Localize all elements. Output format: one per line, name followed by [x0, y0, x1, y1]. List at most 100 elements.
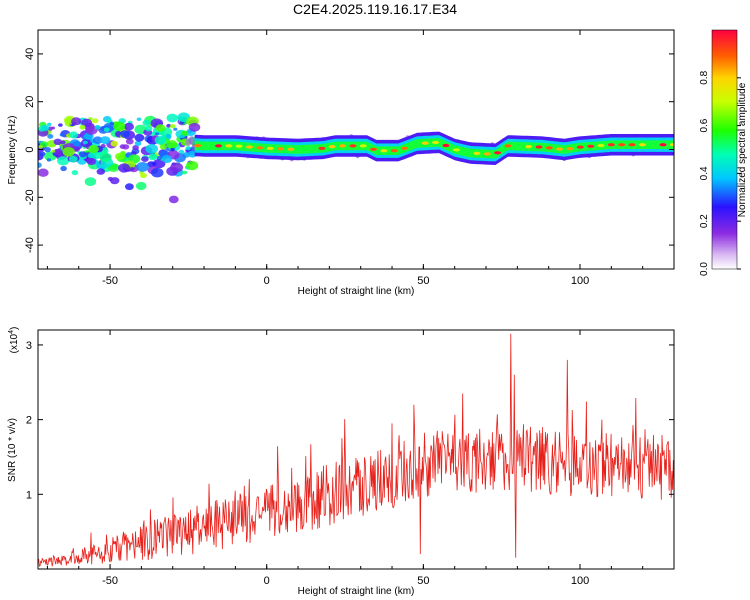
y-tick-label: -40	[24, 237, 36, 253]
spectral-blob	[59, 133, 64, 137]
spectral-blob	[166, 123, 172, 128]
spectral-blob	[156, 155, 163, 161]
ridge-core	[607, 143, 615, 147]
spectral-blob	[136, 162, 150, 172]
spectral-blob	[141, 156, 149, 163]
spectral-blob	[159, 144, 167, 150]
spectral-blob	[154, 135, 166, 145]
spectral-blob	[57, 156, 70, 166]
spectral-blob	[103, 127, 110, 132]
spectral-halo	[188, 136, 195, 145]
ridge-core	[628, 143, 636, 147]
spectrogram-x-axis-label: Height of straight line (km)	[298, 286, 415, 297]
spectral-blob	[99, 152, 112, 163]
ridge-core	[421, 141, 429, 145]
ridge-core	[432, 140, 440, 145]
colorbar-tick-label: 0.4	[699, 166, 710, 180]
spectral-blob	[82, 140, 88, 145]
ridge-core	[349, 144, 357, 148]
x-tick-label: 100	[571, 575, 589, 587]
spectral-blob	[147, 161, 156, 168]
spectral-blob	[60, 165, 67, 172]
ridge-core	[442, 143, 450, 148]
x-tick-label: 100	[571, 275, 589, 287]
spectral-blob	[123, 122, 134, 131]
spectral-blob	[91, 118, 99, 124]
y-tick-label: 1	[26, 489, 32, 501]
spectral-blob	[119, 130, 130, 138]
spectral-blob	[115, 152, 125, 161]
ridge-core	[587, 144, 595, 148]
ridge-core	[525, 145, 533, 149]
spectral-blob	[94, 125, 101, 130]
spectral-blob	[181, 130, 189, 136]
spectral-blob	[165, 134, 172, 139]
spectral-blob	[39, 151, 46, 156]
spectral-blob	[79, 124, 86, 130]
spectral-blob	[71, 117, 82, 126]
spectral-blob	[135, 181, 147, 191]
ridge-core	[339, 144, 346, 148]
x-tick-label: 50	[417, 275, 429, 287]
spectral-blob	[188, 122, 201, 132]
spectral-blob	[186, 160, 199, 171]
spectrogram-ticks: -50 0 50 100 -40 -20 0 20 40	[24, 30, 675, 287]
y-tick-label: 2	[26, 415, 32, 427]
spectral-blob	[136, 117, 142, 121]
ridge-core	[535, 145, 543, 149]
snr-series-line	[38, 333, 674, 567]
x-tick-label: 0	[264, 275, 270, 287]
ridge-core	[318, 146, 326, 150]
spectral-blob	[100, 136, 111, 145]
ridge-core	[359, 144, 367, 148]
spectral-blob	[124, 183, 134, 191]
spectral-blob	[113, 121, 126, 131]
spectral-blob	[110, 177, 120, 185]
ridge-core	[287, 147, 295, 151]
spectral-blob	[87, 152, 95, 159]
spectral-blob	[125, 138, 134, 145]
ridge-core	[328, 145, 336, 149]
ridge-core	[235, 144, 243, 148]
snr-plot-area	[38, 330, 674, 569]
ridge-core	[473, 151, 481, 155]
ridge-core	[401, 146, 409, 150]
spectral-blob	[92, 136, 103, 144]
snr-y-multiplier: (x104)	[8, 327, 20, 354]
colorbar-ticks: 0.0 0.2 0.4 0.6 0.8	[699, 70, 741, 276]
x-tick-label: -50	[102, 575, 118, 587]
colorbar-tick-label: 0.0	[699, 262, 710, 276]
x-tick-label: 0	[264, 575, 270, 587]
spectral-blob	[170, 147, 175, 152]
ridge-core	[618, 143, 626, 147]
ridge-core	[576, 145, 584, 149]
spectral-blob	[119, 144, 126, 149]
spectral-blob	[170, 162, 184, 173]
ridge-core	[494, 151, 502, 155]
colorbar-gradient	[711, 29, 738, 270]
spectral-blob	[110, 140, 119, 147]
x-tick-label: -50	[102, 275, 118, 287]
spectral-blob	[44, 147, 51, 153]
colorbar-tick-label: 0.8	[699, 70, 710, 84]
spectral-blob	[47, 134, 54, 139]
ridge-core	[483, 152, 491, 156]
ridge-core	[390, 149, 398, 153]
spectral-blob	[153, 158, 166, 169]
spectral-blob	[41, 124, 50, 132]
spectral-blob	[178, 149, 185, 155]
spectral-blob	[69, 131, 79, 139]
spectral-blob	[78, 151, 87, 158]
spectral-blob	[96, 168, 106, 175]
colorbar-tick-label: 0.2	[699, 214, 710, 228]
spectral-blob	[51, 149, 56, 153]
y-tick-label: 0	[24, 146, 36, 152]
spectral-blob	[118, 163, 131, 173]
ridge-core	[545, 146, 553, 150]
spectral-blob	[142, 119, 151, 126]
ridge-core	[556, 147, 564, 151]
spectral-blob	[88, 144, 99, 154]
spectral-blob	[46, 158, 52, 162]
ridge-core	[659, 143, 667, 147]
